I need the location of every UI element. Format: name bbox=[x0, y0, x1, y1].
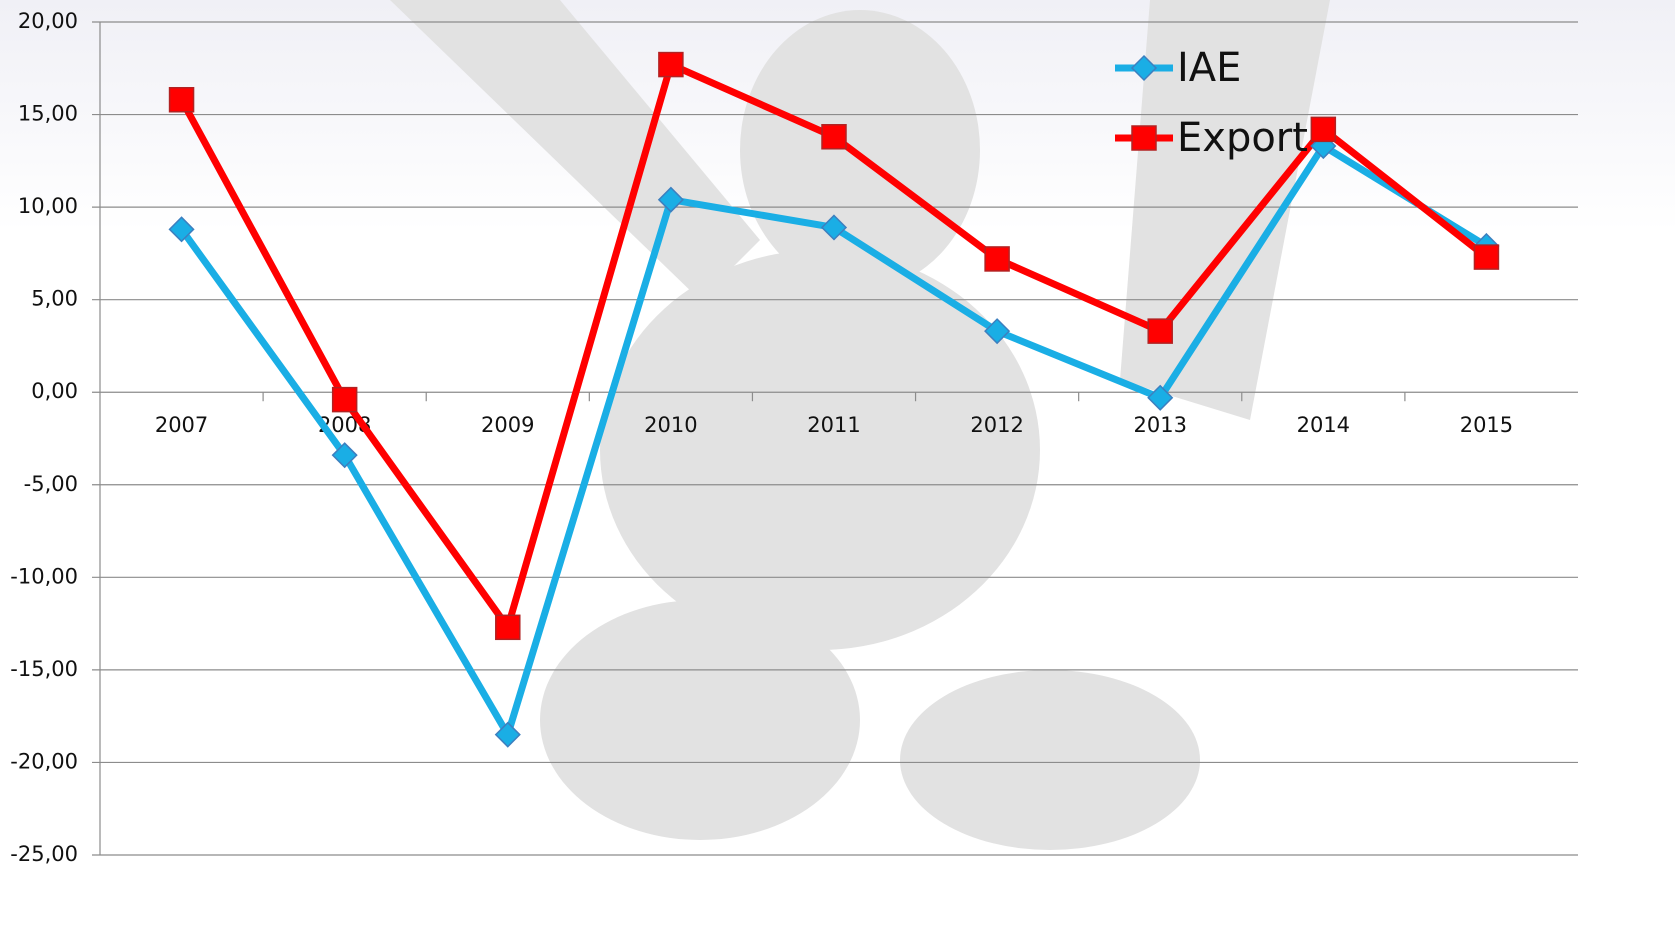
x-tick-label: 2012 bbox=[970, 413, 1023, 437]
y-tick-label: 5,00 bbox=[31, 287, 78, 311]
point bbox=[658, 51, 684, 78]
x-tick-label: 2007 bbox=[155, 413, 208, 437]
point bbox=[494, 721, 521, 748]
x-tick-label: 2013 bbox=[1133, 413, 1186, 437]
point bbox=[1310, 116, 1337, 143]
legend-label: IAE bbox=[1177, 45, 1241, 91]
y-tick-label: -5,00 bbox=[24, 472, 78, 496]
x-tick-label: 2011 bbox=[807, 413, 860, 437]
y-tick-label: -25,00 bbox=[10, 842, 78, 866]
point bbox=[495, 614, 521, 641]
point bbox=[1473, 244, 1500, 270]
point bbox=[1147, 318, 1173, 344]
point bbox=[984, 318, 1011, 345]
point bbox=[331, 442, 358, 469]
x-tick-label: 2010 bbox=[644, 413, 697, 437]
point bbox=[1147, 384, 1174, 411]
y-tick-label: -10,00 bbox=[10, 564, 78, 588]
point bbox=[657, 186, 684, 213]
y-tick-label: 10,00 bbox=[18, 194, 78, 218]
legend-marker bbox=[1131, 125, 1157, 151]
y-tick-label: 20,00 bbox=[18, 9, 78, 33]
x-tick-label: 2015 bbox=[1460, 413, 1513, 437]
point bbox=[821, 124, 847, 150]
y-tick-label: -20,00 bbox=[10, 749, 78, 773]
y-tick-label: -15,00 bbox=[10, 657, 78, 681]
point bbox=[820, 214, 848, 241]
x-tick-label: 2014 bbox=[1297, 413, 1350, 437]
x-tick-label: 2009 bbox=[481, 413, 534, 437]
point bbox=[984, 246, 1010, 272]
y-tick-label: 15,00 bbox=[18, 102, 78, 126]
point bbox=[168, 86, 195, 113]
legend-marker bbox=[1130, 54, 1158, 82]
point bbox=[168, 216, 195, 243]
y-tick-label: 0,00 bbox=[31, 379, 78, 403]
watermark bbox=[390, 0, 1330, 850]
point bbox=[331, 386, 358, 413]
legend-label: Export bbox=[1177, 115, 1308, 161]
